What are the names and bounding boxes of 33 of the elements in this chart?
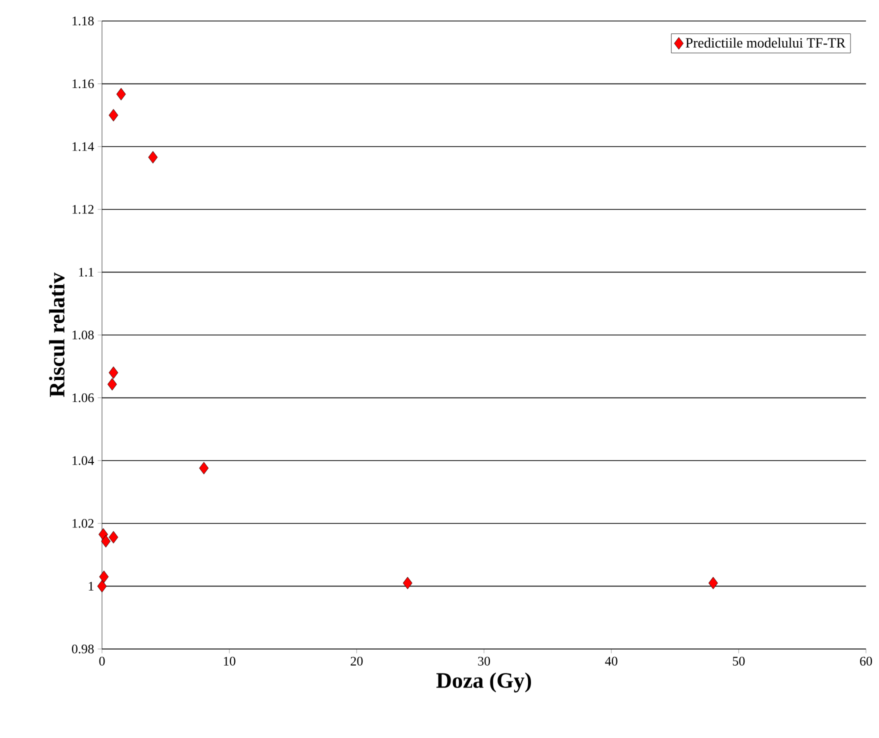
y-tick-label: 1.12 (72, 205, 94, 214)
x-axis-title: Doza (Gy) (436, 672, 531, 692)
point (108, 531, 118, 544)
y-tick-label: 1.08 (72, 330, 94, 340)
y-tick-label: 1.04 (72, 456, 94, 466)
x-tick-label: 20 (350, 656, 363, 666)
point (708, 576, 718, 590)
y-tick-label: 0.98 (72, 644, 94, 654)
x-tick-label: 50 (732, 656, 745, 666)
x-tick-label: 30 (478, 656, 490, 666)
y-tick-label: 1 (88, 582, 94, 590)
y-tick-label: 1.06 (72, 393, 94, 402)
y-axis-title: Riscul relativ (49, 272, 65, 398)
point (97, 580, 107, 592)
point (107, 378, 117, 390)
y-tick-label: 1.14 (72, 142, 94, 151)
point (402, 576, 412, 590)
legend-label: Predictiile modelului TF-TR (686, 38, 846, 48)
y-tick-label: 1.18 (72, 16, 94, 26)
point (101, 535, 111, 548)
x-tick-label: 60 (860, 656, 872, 666)
point (108, 366, 118, 379)
y-tick-label: 1.1 (79, 268, 94, 277)
point (99, 570, 109, 583)
point (148, 151, 158, 164)
y-tick-label: 1.16 (72, 79, 94, 88)
x-tick-label: 40 (605, 656, 618, 666)
point (199, 462, 209, 474)
x-tick-label: 10 (224, 656, 236, 666)
x-tick-label: 0 (99, 656, 105, 666)
y-tick-label: 1.02 (72, 518, 94, 528)
point (116, 88, 126, 100)
point (108, 108, 118, 122)
